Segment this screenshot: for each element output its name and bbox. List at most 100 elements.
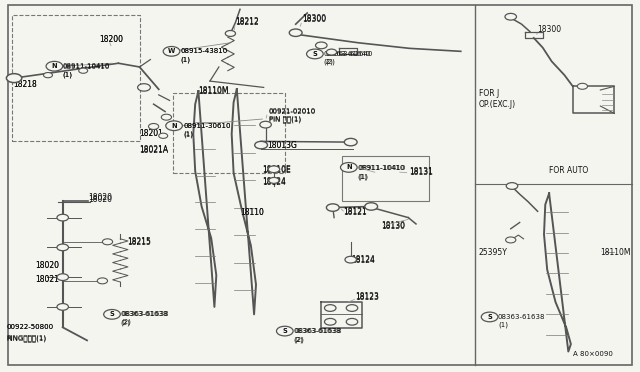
Text: 18130: 18130 bbox=[381, 221, 404, 230]
Circle shape bbox=[255, 141, 268, 149]
Circle shape bbox=[166, 121, 182, 131]
Text: 18123: 18123 bbox=[355, 292, 379, 301]
Circle shape bbox=[505, 13, 516, 20]
Text: 18110: 18110 bbox=[240, 208, 264, 217]
Circle shape bbox=[260, 121, 271, 128]
Circle shape bbox=[57, 274, 68, 280]
Text: RINGリング(1): RINGリング(1) bbox=[6, 334, 47, 341]
Text: 18131: 18131 bbox=[410, 167, 433, 176]
Bar bbox=[173, 93, 285, 173]
Text: 18212: 18212 bbox=[236, 17, 259, 26]
Text: 18218: 18218 bbox=[13, 80, 36, 89]
Text: 08363-61638: 08363-61638 bbox=[293, 328, 340, 334]
Circle shape bbox=[307, 49, 323, 59]
Text: S: S bbox=[282, 328, 287, 334]
Text: W: W bbox=[168, 48, 175, 54]
Text: 18013G: 18013G bbox=[268, 141, 298, 150]
Text: 18200: 18200 bbox=[99, 35, 123, 44]
Text: 18110M: 18110M bbox=[198, 86, 229, 94]
Text: 18123: 18123 bbox=[355, 293, 379, 302]
Circle shape bbox=[326, 49, 337, 55]
Text: PIN ピン(1): PIN ピン(1) bbox=[269, 116, 301, 123]
Text: 18021: 18021 bbox=[35, 275, 59, 284]
Text: 18121: 18121 bbox=[344, 207, 367, 216]
Text: 18013G: 18013G bbox=[268, 141, 298, 150]
Circle shape bbox=[57, 244, 68, 251]
Text: S: S bbox=[109, 311, 115, 317]
Text: 08915-43810: 08915-43810 bbox=[180, 48, 228, 54]
Text: 00922-50800: 00922-50800 bbox=[6, 324, 54, 330]
Circle shape bbox=[324, 318, 336, 325]
Text: (1): (1) bbox=[184, 131, 194, 137]
Circle shape bbox=[324, 305, 336, 311]
Text: 08363-61638: 08363-61638 bbox=[498, 314, 545, 320]
Circle shape bbox=[268, 166, 280, 173]
Circle shape bbox=[57, 214, 68, 221]
Circle shape bbox=[44, 73, 52, 78]
Text: (1): (1) bbox=[63, 71, 73, 78]
Text: 18300: 18300 bbox=[302, 15, 326, 24]
Circle shape bbox=[289, 29, 302, 36]
Text: 08363-61640: 08363-61640 bbox=[324, 51, 371, 57]
Circle shape bbox=[346, 318, 358, 325]
Circle shape bbox=[346, 305, 358, 311]
Circle shape bbox=[316, 42, 327, 49]
Text: 18020: 18020 bbox=[88, 193, 113, 202]
Text: 18201: 18201 bbox=[140, 129, 163, 138]
Text: 18121: 18121 bbox=[344, 208, 367, 217]
Text: (1): (1) bbox=[358, 173, 369, 180]
Text: 18010E: 18010E bbox=[262, 166, 291, 175]
Text: (1): (1) bbox=[357, 173, 367, 180]
Text: (1): (1) bbox=[498, 322, 508, 328]
Circle shape bbox=[269, 177, 279, 183]
Text: 18021A: 18021A bbox=[140, 145, 169, 154]
Text: 08363-61638: 08363-61638 bbox=[122, 311, 169, 317]
Text: 18124: 18124 bbox=[262, 177, 286, 186]
Circle shape bbox=[340, 163, 357, 172]
Circle shape bbox=[159, 133, 168, 138]
Text: 18201: 18201 bbox=[140, 129, 163, 138]
Text: 18020: 18020 bbox=[88, 195, 113, 203]
Text: 08911-10410: 08911-10410 bbox=[357, 165, 404, 171]
Text: 18215: 18215 bbox=[127, 237, 150, 246]
Text: 18110M: 18110M bbox=[600, 248, 631, 257]
Text: 08911-30610: 08911-30610 bbox=[184, 124, 231, 129]
Text: 18010E: 18010E bbox=[262, 165, 291, 174]
Text: OP.(EXC.J): OP.(EXC.J) bbox=[479, 100, 516, 109]
Text: 18021: 18021 bbox=[35, 275, 59, 284]
Bar bbox=[342, 156, 429, 201]
Text: (1): (1) bbox=[63, 71, 73, 78]
Text: 18124: 18124 bbox=[351, 255, 374, 264]
Text: 18218: 18218 bbox=[13, 80, 36, 89]
Circle shape bbox=[481, 312, 498, 322]
Text: (2): (2) bbox=[294, 336, 304, 343]
Text: PIN ピン(1): PIN ピン(1) bbox=[269, 116, 301, 122]
Text: 18131: 18131 bbox=[410, 169, 433, 177]
Circle shape bbox=[79, 68, 88, 73]
Text: 00922-50800: 00922-50800 bbox=[6, 324, 54, 330]
Text: 00921-02010: 00921-02010 bbox=[269, 108, 316, 114]
Text: 18110M: 18110M bbox=[198, 87, 229, 96]
Text: FOR J: FOR J bbox=[479, 89, 499, 98]
Circle shape bbox=[104, 310, 120, 319]
Circle shape bbox=[506, 237, 516, 243]
Text: 08363-61638: 08363-61638 bbox=[120, 311, 168, 317]
Circle shape bbox=[225, 31, 236, 36]
Text: 18212: 18212 bbox=[236, 18, 259, 27]
Bar bbox=[12, 15, 140, 141]
Text: S: S bbox=[312, 51, 317, 57]
Circle shape bbox=[365, 203, 378, 210]
Circle shape bbox=[138, 84, 150, 91]
Circle shape bbox=[46, 61, 63, 71]
Text: 08911-10410: 08911-10410 bbox=[63, 63, 110, 69]
Text: 18200: 18200 bbox=[99, 35, 123, 44]
Circle shape bbox=[97, 278, 108, 284]
Text: (2): (2) bbox=[122, 318, 131, 325]
Text: N: N bbox=[52, 63, 57, 69]
Circle shape bbox=[6, 74, 22, 83]
Text: N: N bbox=[346, 164, 351, 170]
Circle shape bbox=[345, 256, 356, 263]
Text: S: S bbox=[487, 314, 492, 320]
Circle shape bbox=[57, 304, 68, 310]
Text: 18300: 18300 bbox=[538, 25, 562, 33]
